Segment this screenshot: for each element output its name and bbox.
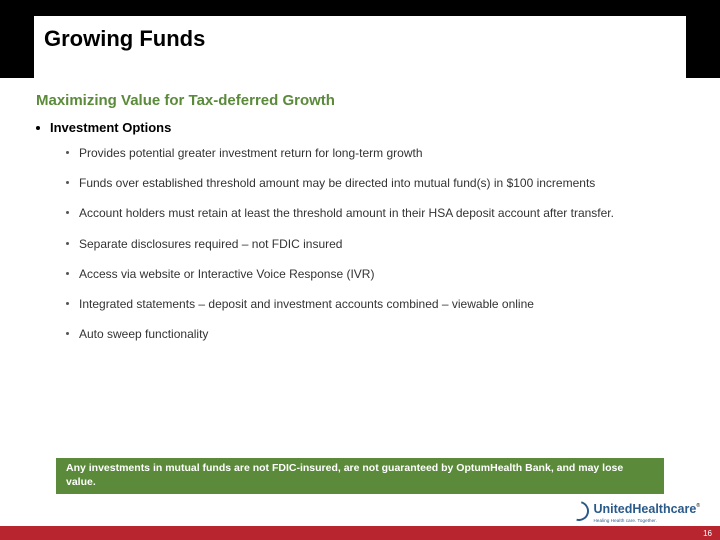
slide-title: Growing Funds [44, 26, 205, 52]
list-item-text: Provides potential greater investment re… [79, 145, 423, 161]
bullet-icon [66, 242, 69, 245]
bullet-list: Provides potential greater investment re… [66, 145, 686, 342]
logo: UnitedHealthcare® Healing Health care. T… [569, 500, 701, 522]
section-heading: Investment Options [50, 120, 171, 135]
bullet-icon [66, 302, 69, 305]
list-item: Account holders must retain at least the… [66, 205, 686, 221]
list-item: Funds over established threshold amount … [66, 175, 686, 191]
bullet-icon [66, 151, 69, 154]
list-item-text: Auto sweep functionality [79, 326, 208, 342]
bullet-icon [66, 181, 69, 184]
bottom-bar: 16 [0, 526, 720, 540]
slide: Growing Funds Maximizing Value for Tax-d… [0, 0, 720, 540]
list-item: Provides potential greater investment re… [66, 145, 686, 161]
list-item-text: Funds over established threshold amount … [79, 175, 595, 191]
logo-text: UnitedHealthcare [594, 502, 697, 516]
list-item: Integrated statements – deposit and inve… [66, 296, 686, 312]
disclaimer-box: Any investments in mutual funds are not … [56, 458, 664, 494]
list-item-text: Account holders must retain at least the… [79, 205, 614, 221]
list-item-text: Integrated statements – deposit and inve… [79, 296, 534, 312]
list-item: Separate disclosures required – not FDIC… [66, 236, 686, 252]
logo-text-group: UnitedHealthcare® Healing Health care. T… [594, 500, 701, 523]
bullet-icon [66, 272, 69, 275]
page-number: 16 [703, 529, 712, 538]
logo-registered-icon: ® [696, 503, 700, 509]
logo-subtext: Healing Health care. Together. [594, 518, 701, 523]
list-item-text: Access via website or Interactive Voice … [79, 266, 374, 282]
section-heading-row: Investment Options [36, 120, 686, 135]
list-item: Access via website or Interactive Voice … [66, 266, 686, 282]
disclaimer-text: Any investments in mutual funds are not … [66, 462, 654, 489]
slide-subtitle: Maximizing Value for Tax-deferred Growth [36, 92, 335, 109]
bullet-icon [36, 126, 40, 130]
logo-swoosh-icon [565, 497, 592, 524]
list-item: Auto sweep functionality [66, 326, 686, 342]
content-area: Investment Options Provides potential gr… [36, 120, 686, 356]
list-item-text: Separate disclosures required – not FDIC… [79, 236, 342, 252]
bullet-icon [66, 332, 69, 335]
bullet-icon [66, 211, 69, 214]
